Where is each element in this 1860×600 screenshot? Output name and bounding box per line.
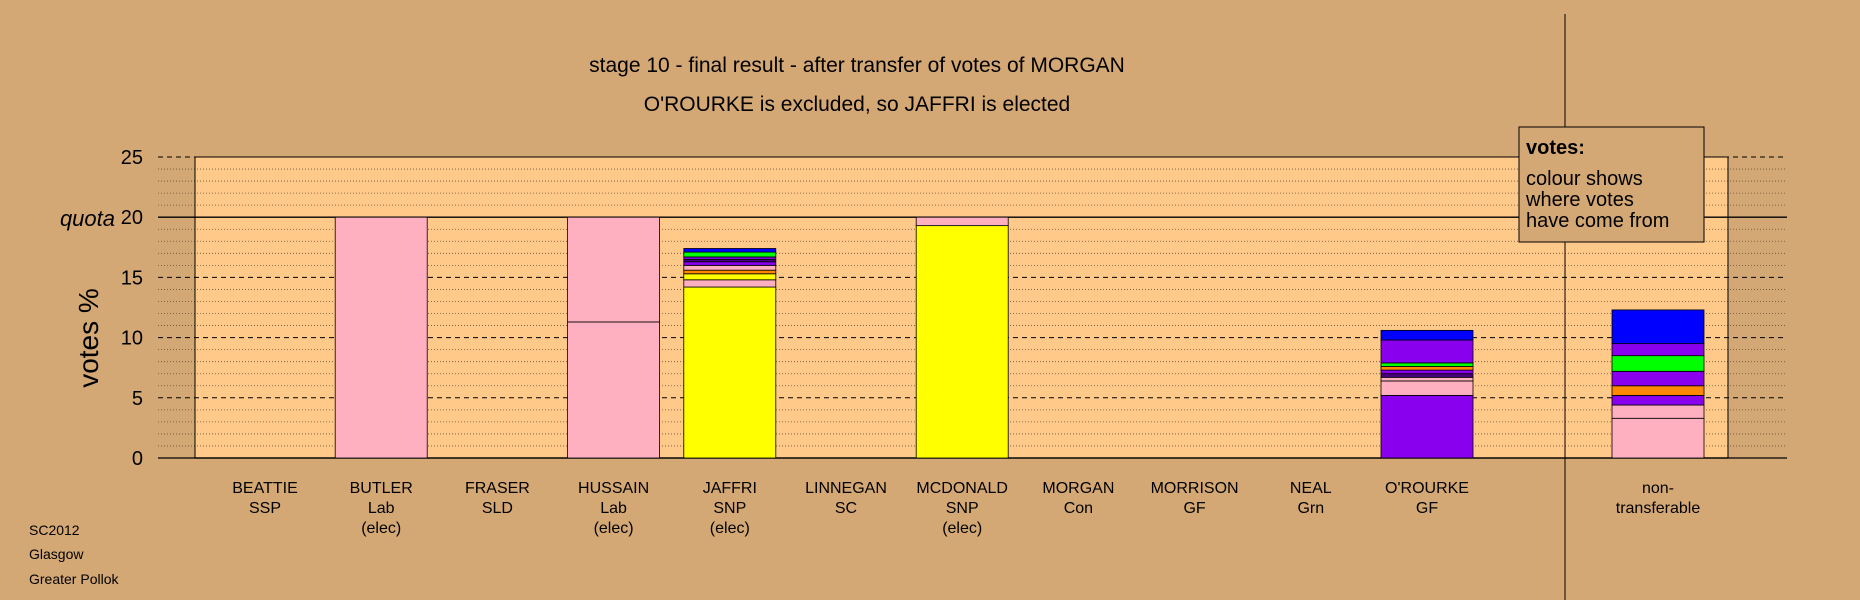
- candidate-orourke-label-1: GF: [1416, 500, 1438, 517]
- candidate-linnegan-label-1: SC: [835, 500, 857, 517]
- bar-orourke-segment-7: [1380, 339, 1474, 364]
- bar-jaffri-segment-2: [683, 273, 777, 281]
- candidate-hussain-label-2: (elec): [594, 520, 634, 537]
- bar-nontransferable-segment-1: [1611, 404, 1705, 419]
- bar-jaffri-segment-1: [683, 279, 777, 288]
- legend: votes: colour shows where votes have com…: [1518, 126, 1705, 243]
- bar-jaffri-segment-4: [683, 264, 777, 271]
- bar-orourke-segment-3: [1380, 373, 1474, 378]
- bar-orourke-segment-5: [1380, 366, 1474, 371]
- footer-ward: Greater Pollok: [29, 571, 119, 587]
- y-tick-label: 5: [132, 388, 143, 410]
- legend-box: [1518, 126, 1705, 243]
- bar-nontransferable-segment-0: [1611, 417, 1705, 459]
- candidate-orourke-label-0: O'ROURKE: [1385, 480, 1469, 497]
- nontransferable-label-1: transferable: [1616, 500, 1701, 517]
- candidate-morrison-label-0: MORRISON: [1151, 480, 1239, 497]
- y-axis-label: votes %: [73, 288, 104, 388]
- candidate-butler-label-2: (elec): [361, 520, 401, 537]
- y-tick-label: 10: [121, 328, 143, 350]
- candidate-mcdonald-label-2: (elec): [942, 520, 982, 537]
- candidate-morgan-label-1: Con: [1064, 500, 1093, 517]
- candidate-mcdonald-label-0: MCDONALD: [916, 480, 1008, 497]
- bar-jaffri-segment-8: [683, 251, 777, 258]
- chart-title: stage 10 - final result - after transfer…: [589, 54, 1125, 77]
- legend-line-2: where votes: [1525, 189, 1634, 211]
- bar-nontransferable-segment-2: [1611, 394, 1705, 406]
- candidate-butler-label-1: Lab: [368, 500, 395, 517]
- bar-hussain-segment-0: [567, 321, 660, 459]
- candidate-morrison-label-1: GF: [1183, 500, 1205, 517]
- candidate-linnegan-label-0: LINNEGAN: [805, 480, 887, 497]
- candidate-fraser-label-1: SLD: [482, 500, 513, 517]
- bars: [334, 216, 1705, 459]
- candidate-butler-label-0: BUTLER: [350, 480, 413, 497]
- y-tick-label: 25: [121, 147, 143, 169]
- candidate-fraser-label-0: FRASER: [465, 480, 530, 497]
- bar-nontransferable-segment-5: [1611, 355, 1705, 372]
- bar-nontransferable-segment-6: [1611, 343, 1705, 357]
- bar-orourke-segment-2: [1380, 376, 1474, 382]
- y-tick-label: 15: [121, 267, 143, 289]
- candidate-hussain-label-1: Lab: [600, 500, 627, 517]
- bar-orourke-segment-0: [1380, 394, 1474, 459]
- chart-subtitle: O'ROURKE is excluded, so JAFFRI is elect…: [644, 93, 1070, 116]
- quota-label: quota: [60, 206, 115, 231]
- bar-nontransferable-segment-3: [1611, 385, 1705, 396]
- bar-nontransferable-segment-7: [1611, 309, 1705, 345]
- candidate-jaffri-label-2: (elec): [710, 520, 750, 537]
- nontransferable-label-0: non-: [1642, 480, 1674, 497]
- bar-orourke-segment-6: [1380, 362, 1474, 367]
- candidate-neal-label-0: NEAL: [1290, 480, 1332, 497]
- candidate-labels: BEATTIE SSP BUTLER Lab (elec) FRASER SLD HUSSAI…: [232, 480, 1700, 537]
- bar-orourke-segment-1: [1380, 380, 1474, 396]
- bar-nontransferable-segment-4: [1611, 370, 1705, 387]
- footer-election: SC2012: [29, 522, 80, 538]
- footer-council: Glasgow: [29, 546, 84, 562]
- bar-mcdonald-segment-0: [915, 225, 1009, 459]
- y-tick-label: 20: [121, 207, 143, 229]
- candidate-hussain-label-0: HUSSAIN: [578, 480, 649, 497]
- bar-jaffri-segment-5: [683, 261, 777, 266]
- bar-jaffri-segment-3: [683, 269, 777, 275]
- bar-butler-segment-0: [334, 216, 428, 459]
- candidate-mcdonald-label-1: SNP: [946, 500, 979, 517]
- legend-title: votes:: [1526, 137, 1585, 159]
- bar-orourke-segment-4: [1380, 369, 1474, 375]
- bar-hussain-segment-1: [567, 216, 660, 323]
- bar-mcdonald-segment-1: [915, 216, 1009, 227]
- candidate-beattie-label-1: SSP: [249, 500, 281, 517]
- legend-line-3: have come from: [1526, 210, 1669, 232]
- candidate-neal-label-1: Grn: [1297, 500, 1324, 517]
- y-tick-label: 0: [132, 448, 143, 470]
- legend-line-1: colour shows: [1526, 168, 1643, 190]
- candidate-jaffri-label-0: JAFFRI: [703, 480, 757, 497]
- bar-orourke-segment-8: [1380, 329, 1474, 341]
- candidate-jaffri-label-1: SNP: [713, 500, 746, 517]
- bar-jaffri-segment-0: [683, 286, 777, 459]
- candidate-beattie-label-0: BEATTIE: [232, 480, 298, 497]
- candidate-morgan-label-0: MORGAN: [1042, 480, 1114, 497]
- bar-jaffri-segment-9: [683, 248, 777, 253]
